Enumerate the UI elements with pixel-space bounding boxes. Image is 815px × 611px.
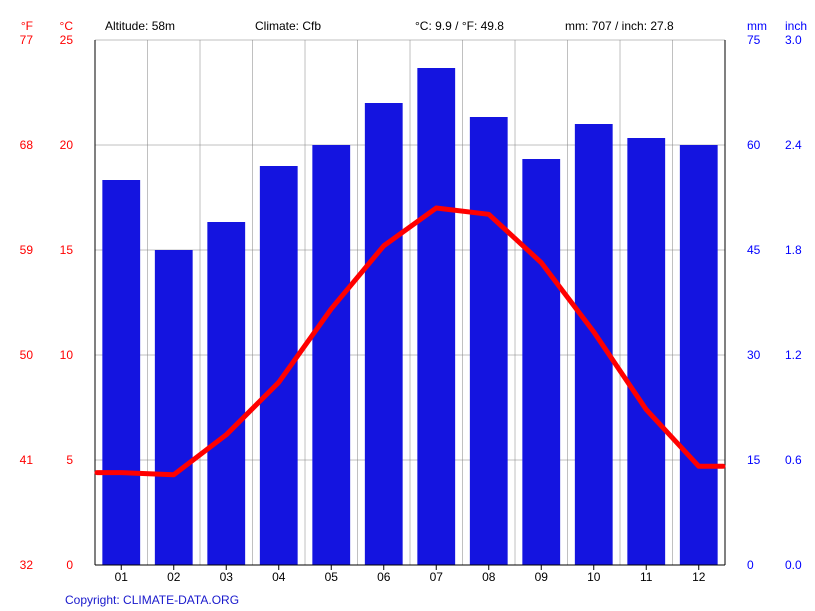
x-tick-label: 10	[587, 570, 601, 584]
precip-bar	[102, 180, 140, 565]
c-tick-label: 10	[60, 348, 74, 362]
x-tick-label: 04	[272, 570, 286, 584]
mm-tick-label: 75	[747, 33, 761, 47]
f-tick-label: 77	[20, 33, 34, 47]
altitude-label: Altitude: 58m	[105, 19, 175, 33]
precip-bar	[207, 222, 245, 565]
precip-bar	[522, 159, 560, 565]
f-tick-label: 32	[20, 558, 34, 572]
precip-summary: mm: 707 / inch: 27.8	[565, 19, 674, 33]
x-tick-label: 12	[692, 570, 706, 584]
inch-tick-label: 1.8	[785, 243, 802, 257]
mm-tick-label: 0	[747, 558, 754, 572]
copyright-text: Copyright: CLIMATE-DATA.ORG	[65, 593, 239, 607]
inch-tick-label: 0.0	[785, 558, 802, 572]
c-tick-label: 0	[66, 558, 73, 572]
precip-bar	[312, 145, 350, 565]
precip-bar	[417, 68, 455, 565]
x-tick-label: 08	[482, 570, 496, 584]
climate-chart: 0102030405060708091011120510152025324150…	[0, 0, 815, 611]
precip-bar	[575, 124, 613, 565]
x-tick-label: 11	[640, 570, 653, 584]
x-tick-label: 01	[115, 570, 129, 584]
precip-bar	[155, 250, 193, 565]
mm-axis-label: mm	[747, 19, 767, 33]
c-axis-label: °C	[60, 19, 74, 33]
c-tick-label: 15	[60, 243, 74, 257]
c-tick-label: 20	[60, 138, 74, 152]
x-tick-label: 06	[377, 570, 391, 584]
precip-bar	[365, 103, 403, 565]
precip-bar	[680, 145, 718, 565]
precip-bar	[627, 138, 665, 565]
f-tick-label: 41	[20, 453, 34, 467]
mm-tick-label: 60	[747, 138, 761, 152]
inch-tick-label: 3.0	[785, 33, 802, 47]
c-tick-label: 5	[66, 453, 73, 467]
inch-tick-label: 1.2	[785, 348, 802, 362]
x-tick-label: 09	[535, 570, 549, 584]
mm-tick-label: 45	[747, 243, 761, 257]
temp-summary: °C: 9.9 / °F: 49.8	[415, 19, 504, 33]
precip-bar	[470, 117, 508, 565]
mm-tick-label: 30	[747, 348, 761, 362]
x-tick-label: 03	[220, 570, 234, 584]
inch-axis-label: inch	[785, 19, 807, 33]
f-axis-label: °F	[21, 19, 33, 33]
x-tick-label: 07	[430, 570, 444, 584]
x-tick-label: 05	[325, 570, 339, 584]
inch-tick-label: 2.4	[785, 138, 802, 152]
x-tick-label: 02	[167, 570, 181, 584]
f-tick-label: 50	[20, 348, 34, 362]
climate-label: Climate: Cfb	[255, 19, 321, 33]
inch-tick-label: 0.6	[785, 453, 802, 467]
c-tick-label: 25	[60, 33, 74, 47]
chart-svg: 0102030405060708091011120510152025324150…	[0, 0, 815, 611]
f-tick-label: 68	[20, 138, 34, 152]
mm-tick-label: 15	[747, 453, 761, 467]
f-tick-label: 59	[20, 243, 34, 257]
